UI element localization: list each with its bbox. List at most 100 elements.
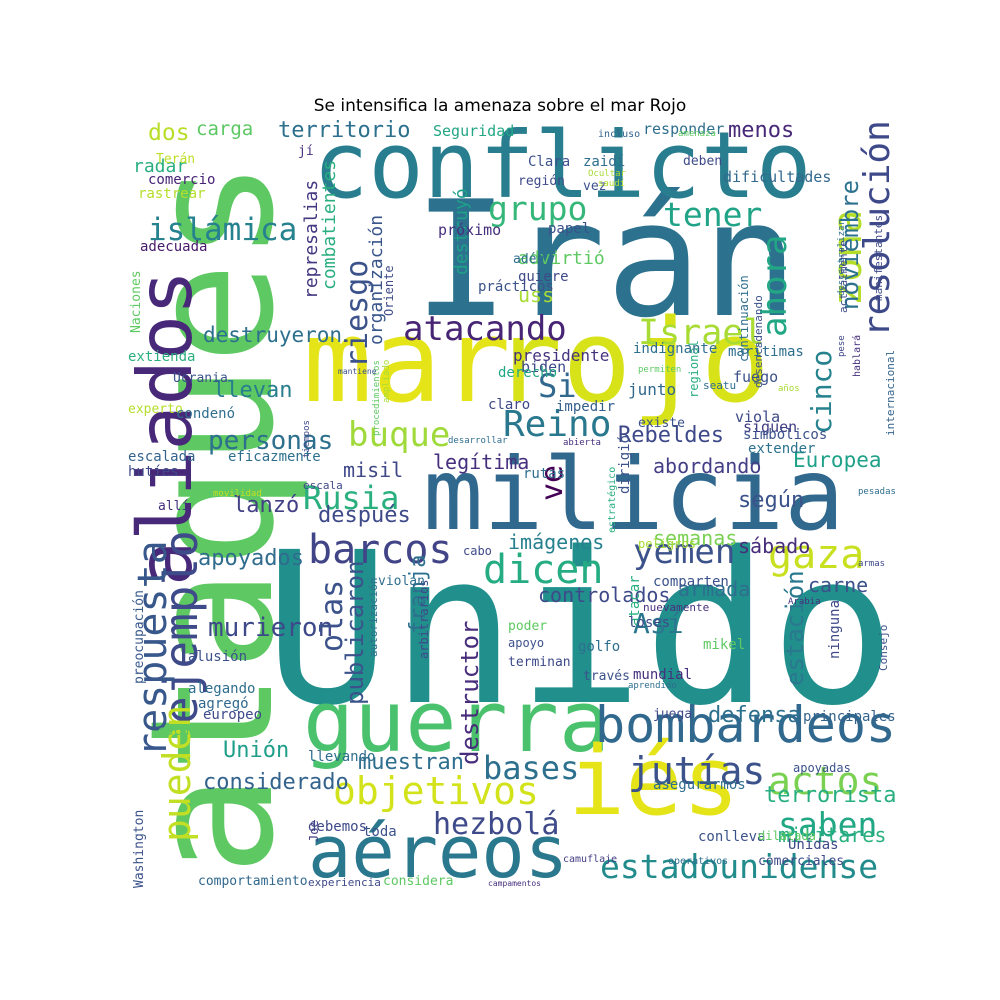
cloud-word: Si [538, 367, 577, 405]
cloud-word: militares [778, 823, 887, 847]
cloud-word: según [738, 488, 805, 513]
cloud-word: hablará [852, 334, 863, 377]
cloud-word: próximo [438, 221, 502, 239]
cloud-word: comparten [653, 574, 729, 590]
cloud-word: biden [521, 358, 567, 376]
cloud-word: rastrear [138, 186, 206, 202]
cloud-word: carne [808, 573, 869, 597]
cloud-word: internacional [884, 349, 896, 436]
cloud-word: misil [343, 458, 404, 482]
cloud-word: guerra [303, 673, 611, 772]
cloud-word: impedir [556, 399, 616, 415]
cloud-word: tener [663, 195, 763, 234]
cloud-word: considera [383, 874, 454, 888]
cloud-word: imágenes [508, 530, 605, 554]
cloud-word: conlleva [698, 829, 766, 845]
cloud-word: condenó [176, 406, 236, 422]
cloud-word: carga [196, 120, 254, 140]
cloud-word: llevan [213, 378, 293, 403]
cloud-word: pese [837, 335, 847, 357]
cloud-word: permiten [638, 365, 682, 375]
cloud-word: muestran [358, 750, 464, 775]
cloud-word: comerciales [758, 854, 845, 869]
cloud-word: responder [643, 120, 725, 138]
cloud-word: Reino [503, 404, 612, 445]
cloud-word: publicaron [341, 560, 369, 706]
cloud-word: desarrollar [448, 436, 508, 446]
cloud-word: destructor [456, 620, 484, 766]
cloud-word: claro [488, 397, 531, 413]
cloud-word: juega [653, 707, 693, 722]
cloud-word: actualmente [837, 240, 850, 313]
cloud-word: Ocultar [588, 169, 626, 179]
cloud-word: cabo [463, 544, 492, 558]
cloud-word: simbólicos [743, 427, 828, 443]
cloud-word: gaza [768, 532, 865, 578]
cloud-word: rutas [523, 466, 566, 482]
cloud-word: experto [128, 402, 183, 417]
cloud-word: siguen [743, 418, 798, 436]
cloud-word: agregó [198, 696, 249, 712]
cloud-word: sábado [738, 534, 811, 558]
cloud-word: represalias [301, 179, 322, 299]
cloud-word: camuflaje [563, 854, 618, 865]
cloud-word: ninguna [827, 599, 843, 659]
cloud-word: dificultades [723, 168, 832, 186]
cloud-word: seatu [703, 379, 737, 392]
cloud-word: poder [508, 619, 548, 634]
cloud-word: adecuada [140, 239, 208, 255]
cloud-word: eficazmente [228, 449, 321, 465]
cloud-word: controlados [538, 583, 671, 607]
cloud-word: armada [678, 577, 751, 601]
cloud-word: estratégico [607, 466, 618, 533]
cloud-word: asegurarmos [653, 777, 746, 793]
cloud-word: rojo [493, 295, 770, 429]
cloud-word: vez [583, 179, 607, 194]
cloud-word: arbitrarios [417, 579, 431, 659]
cloud-word: apoyados [198, 546, 304, 571]
cloud-word: tiempos [302, 420, 312, 458]
cloud-word: quiere [518, 269, 569, 285]
cloud-word: extender [748, 441, 816, 457]
cloud-word: toda [363, 824, 397, 840]
cloud-word: comportamiento [198, 874, 308, 888]
cloud-word: objetivos [333, 769, 539, 813]
cloud-word: terminan [508, 655, 571, 670]
cloud-word: combatientes [319, 159, 340, 290]
cloud-word: saben [778, 805, 878, 844]
cloud-word: Israel [638, 313, 765, 353]
cloud-word: amplíado [382, 359, 392, 403]
cloud-word: yemen [633, 532, 736, 572]
cloud-word: destruyeron [203, 323, 343, 347]
cloud-word: debemos [308, 819, 368, 835]
cloud-word: junto [628, 380, 677, 399]
cloud-word: bombardeos [595, 696, 896, 754]
cloud-word: existe [638, 416, 685, 431]
cloud-word: mikel [703, 637, 746, 653]
cloud-word: estación [781, 570, 809, 686]
cloud-word: extienda [128, 349, 196, 365]
cloud-word: derecho [498, 365, 558, 381]
cloud-word: saudí [598, 179, 626, 189]
cloud-word: legítima [433, 450, 530, 474]
cloud-word: territorio [278, 120, 411, 143]
cloud-word: Oriente [382, 265, 396, 316]
cloud-word: después [318, 503, 411, 528]
cloud-word: adén [513, 252, 545, 267]
cloud-word: viola [735, 408, 781, 426]
cloud-word: barcos [308, 527, 453, 573]
cloud-word: iés [568, 727, 740, 837]
cloud-word: uss [518, 283, 555, 307]
cloud-word: dilatada [758, 829, 816, 843]
cloud-word: Unido [264, 507, 896, 752]
cloud-word: comercio [148, 172, 216, 188]
cloud-word: buque [348, 415, 451, 455]
cloud-word: Europea [793, 448, 882, 472]
cloud-word: apoyadas [793, 761, 851, 775]
cloud-word: menos [728, 120, 795, 143]
cloud-word: loses [628, 615, 671, 631]
cloud-word: desencadenando [752, 295, 765, 388]
cloud-word: indignante [633, 341, 718, 357]
cloud-word: Ucrania [173, 371, 228, 386]
cloud-word: atacando [403, 309, 567, 349]
